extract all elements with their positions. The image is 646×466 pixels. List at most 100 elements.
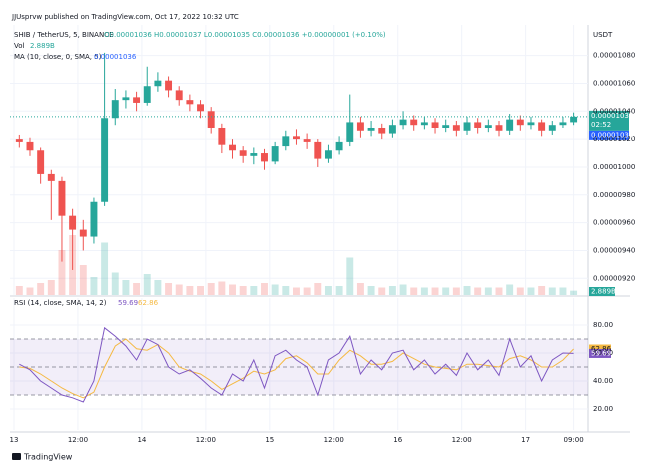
candle-body [367, 127, 375, 131]
volume-bar [388, 286, 396, 295]
volume-bar [133, 283, 141, 295]
candle-body [271, 146, 279, 162]
volume-bar [495, 287, 503, 295]
x-tick-label: 16 [393, 436, 402, 444]
last-price-label: 0.00001036 [591, 112, 634, 120]
volume-bar [197, 286, 204, 295]
y-tick-label: 0.00001080 [593, 52, 635, 60]
volume-label: 2.889B [591, 288, 616, 296]
volume-bar [165, 283, 173, 295]
volume-bar [175, 284, 183, 295]
candle-body [495, 125, 503, 131]
candle-body [388, 125, 396, 134]
y-tick-label: 0.00001000 [593, 163, 635, 171]
volume-bar [420, 287, 428, 295]
candle-body [175, 90, 183, 101]
candle-body [570, 116, 578, 123]
volume-bar [506, 284, 514, 295]
volume-bar [293, 287, 300, 295]
volume-bar [452, 287, 460, 295]
candle-body [506, 119, 514, 131]
volume-bar [378, 287, 386, 295]
volume-bar [79, 265, 87, 295]
x-tick-label: 12:00 [452, 436, 472, 444]
candle-body [282, 136, 290, 147]
ohlc-legend: O0.00001036 H0.00001037 L0.00001035 C0.0… [104, 31, 386, 39]
candle-body [101, 118, 109, 202]
x-tick-label: 12:00 [196, 436, 216, 444]
candle-body [133, 97, 141, 103]
countdown: 02:52 [591, 121, 611, 129]
candle-body [90, 201, 98, 237]
candle-body [47, 173, 55, 181]
rsi-tick-label: 60.00 [593, 349, 613, 357]
rsi-label: 59.69 [591, 349, 611, 357]
candle-body [346, 122, 354, 142]
candle-body [335, 141, 343, 151]
volume-bar [538, 286, 546, 295]
candle-body [250, 153, 258, 156]
candle-body [356, 122, 364, 131]
volume-bar [101, 242, 109, 295]
candle-body [261, 153, 268, 162]
candle-body [516, 119, 524, 126]
y-tick-label: 0.00001060 [593, 79, 635, 87]
candle-body [324, 150, 332, 159]
rsi-legend: RSI (14, close, SMA, 14, 2) [14, 299, 107, 307]
candle-body [58, 180, 66, 216]
candle-body [463, 122, 471, 131]
volume-name: Vol [14, 42, 25, 50]
volume-bar [548, 287, 556, 295]
header: JJUsprvw published on TradingView.com, O… [11, 13, 239, 21]
currency: USDT [593, 31, 613, 39]
candle-body [474, 122, 482, 128]
candle-body [527, 122, 535, 126]
rsi-tick-label: 20.00 [593, 405, 613, 413]
volume-bar [356, 283, 364, 295]
volume-bar [314, 283, 322, 295]
marks [10, 52, 629, 403]
last-price-box [589, 110, 629, 131]
rsi-ma-label: 62.86 [591, 345, 612, 353]
volume-box [589, 287, 615, 296]
x-tick-label: 13 [10, 436, 19, 444]
volume-value: 2.889B [30, 42, 55, 50]
candle-body [303, 139, 311, 142]
volume-bar [527, 287, 535, 295]
rsi-tick-label: 80.00 [593, 321, 613, 329]
volume-bar [250, 286, 258, 295]
candle-body [165, 80, 173, 91]
candle-body [484, 125, 492, 128]
candle-body [548, 125, 556, 131]
volume-bar [122, 280, 130, 295]
volume-bar [410, 287, 418, 295]
candle-body [239, 150, 247, 156]
candle-body [442, 125, 450, 128]
volume-bar [442, 287, 450, 295]
rsi-line [19, 326, 574, 403]
candle-body [431, 122, 439, 128]
x-tick-label: 15 [265, 436, 274, 444]
y-tick-label: 0.00000960 [593, 219, 635, 227]
volume-bar [399, 284, 407, 295]
volume-bar [58, 250, 66, 295]
ma-price-label: 0.00001036 [591, 131, 634, 139]
volume-bar [90, 277, 98, 295]
x-tick-label: 14 [137, 436, 146, 444]
candle-body [420, 122, 428, 126]
candle-body [207, 111, 215, 128]
volume-bar [570, 290, 578, 295]
x-tick-label: 09:00 [564, 436, 584, 444]
symbol: SHIB / TetherUS, 5, BINANCE [14, 31, 114, 39]
volume-bar [431, 287, 439, 295]
volume-bar [271, 284, 279, 295]
candle-body [37, 150, 45, 174]
volume-bar [154, 280, 162, 295]
candle-body [197, 104, 204, 112]
candle-body [26, 141, 34, 151]
logo-icon [12, 453, 21, 460]
candle-body [154, 80, 162, 87]
candle-body [15, 139, 23, 142]
candle-body [314, 141, 322, 159]
